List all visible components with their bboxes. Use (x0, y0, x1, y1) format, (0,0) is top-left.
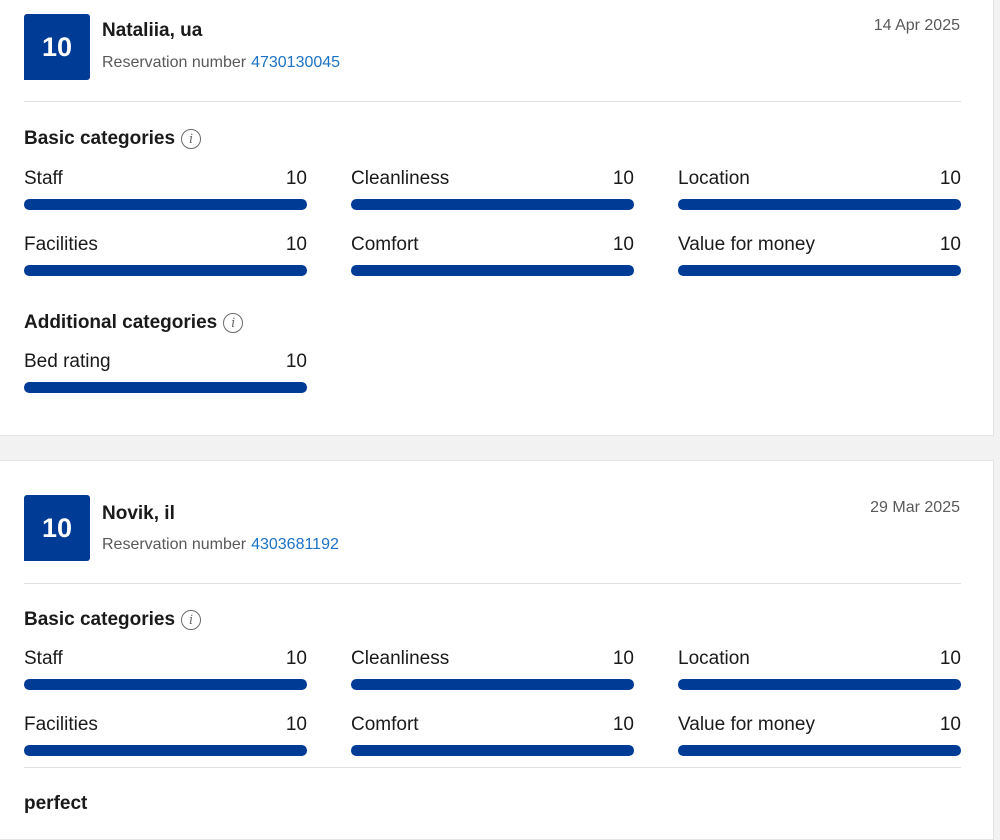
review-date: 14 Apr 2025 (873, 17, 960, 34)
category-value-for-money: Value for money 10 (678, 714, 961, 756)
category-label: Value for money (678, 234, 815, 255)
rating-bar-fill (351, 745, 634, 756)
rating-bar-fill (24, 382, 307, 393)
category-location: Location 10 (678, 168, 961, 210)
rating-bar-fill (351, 265, 634, 276)
rating-bar (24, 265, 307, 276)
category-bed-rating: Bed rating 10 (24, 351, 307, 393)
basic-categories-heading: Basic categories i (24, 128, 202, 150)
category-cleanliness: Cleanliness 10 (351, 648, 634, 690)
basic-categories-title: Basic categories (24, 609, 176, 630)
rating-bar (24, 382, 307, 393)
category-cleanliness: Cleanliness 10 (351, 168, 634, 210)
category-comfort: Comfort 10 (351, 234, 634, 276)
rating-bar-fill (351, 199, 634, 210)
rating-bar (678, 199, 961, 210)
category-label: Cleanliness (351, 168, 450, 189)
category-label: Location (678, 648, 750, 669)
category-label: Comfort (351, 714, 419, 735)
category-value: 10 (285, 168, 307, 189)
info-icon[interactable]: i (181, 129, 202, 149)
category-value: 10 (612, 168, 634, 189)
rating-bar-fill (678, 745, 961, 756)
category-value: 10 (939, 168, 961, 189)
category-location: Location 10 (678, 648, 961, 690)
category-label: Cleanliness (351, 648, 450, 669)
category-label: Staff (24, 168, 63, 189)
category-value: 10 (939, 234, 961, 255)
rating-bar (351, 265, 634, 276)
rating-bar-fill (678, 265, 961, 276)
review-card: 10 Novik, il Reservation number 430368119… (0, 460, 994, 840)
additional-categories-heading: Additional categories i (24, 312, 244, 334)
review-date: 29 Mar 2025 (870, 499, 960, 516)
rating-bar-fill (24, 679, 307, 690)
rating-bar (24, 679, 307, 690)
reservation-label: Reservation number (102, 536, 247, 553)
divider (24, 101, 961, 102)
review-score-badge: 10 (24, 495, 90, 561)
category-value: 10 (285, 714, 307, 735)
category-value: 10 (285, 648, 307, 669)
rating-bar (351, 679, 634, 690)
reservation-number-link[interactable]: 4303681192 (251, 536, 339, 553)
reservation-label: Reservation number (102, 54, 247, 71)
category-value: 10 (285, 234, 307, 255)
review-score-badge: 10 (24, 14, 90, 80)
rating-bar (351, 745, 634, 756)
category-label: Facilities (24, 234, 98, 255)
category-value: 10 (612, 648, 634, 669)
category-staff: Staff 10 (24, 648, 307, 690)
category-value: 10 (939, 714, 961, 735)
rating-bar-fill (24, 745, 307, 756)
rating-bar-fill (678, 679, 961, 690)
category-label: Bed rating (24, 351, 111, 372)
category-comfort: Comfort 10 (351, 714, 634, 756)
guest-name: Nataliia, ua (102, 20, 203, 41)
rating-bar-fill (351, 679, 634, 690)
divider (24, 583, 961, 584)
category-staff: Staff 10 (24, 168, 307, 210)
rating-bar-fill (24, 199, 307, 210)
reservation-number-link[interactable]: 4730130045 (251, 54, 341, 71)
rating-bar (351, 199, 634, 210)
category-label: Staff (24, 648, 63, 669)
category-value: 10 (612, 714, 634, 735)
category-facilities: Facilities 10 (24, 714, 307, 756)
additional-categories-title: Additional categories (24, 312, 218, 333)
rating-bar (678, 745, 961, 756)
category-value: 10 (285, 351, 307, 372)
guest-name: Novik, il (102, 503, 175, 524)
category-value-for-money: Value for money 10 (678, 234, 961, 276)
basic-categories-title: Basic categories (24, 128, 176, 149)
rating-bar-fill (24, 265, 307, 276)
rating-bar (24, 199, 307, 210)
category-facilities: Facilities 10 (24, 234, 307, 276)
category-label: Comfort (351, 234, 419, 255)
review-card: 10 Nataliia, ua Reservation number 473013… (0, 0, 994, 436)
rating-bar (678, 265, 961, 276)
category-value: 10 (939, 648, 961, 669)
rating-bar-fill (678, 199, 961, 210)
category-value: 10 (612, 234, 634, 255)
info-icon[interactable]: i (181, 610, 202, 630)
basic-categories-heading: Basic categories i (24, 609, 202, 631)
divider (24, 767, 961, 768)
rating-bar (678, 679, 961, 690)
rating-bar (24, 745, 307, 756)
info-icon[interactable]: i (223, 313, 244, 333)
category-label: Value for money (678, 714, 815, 735)
category-label: Facilities (24, 714, 98, 735)
reservation-info: Reservation number 4303681192 (102, 536, 339, 554)
review-comment: perfect (24, 793, 88, 814)
category-label: Location (678, 168, 750, 189)
reservation-info: Reservation number 4730130045 (102, 54, 340, 72)
